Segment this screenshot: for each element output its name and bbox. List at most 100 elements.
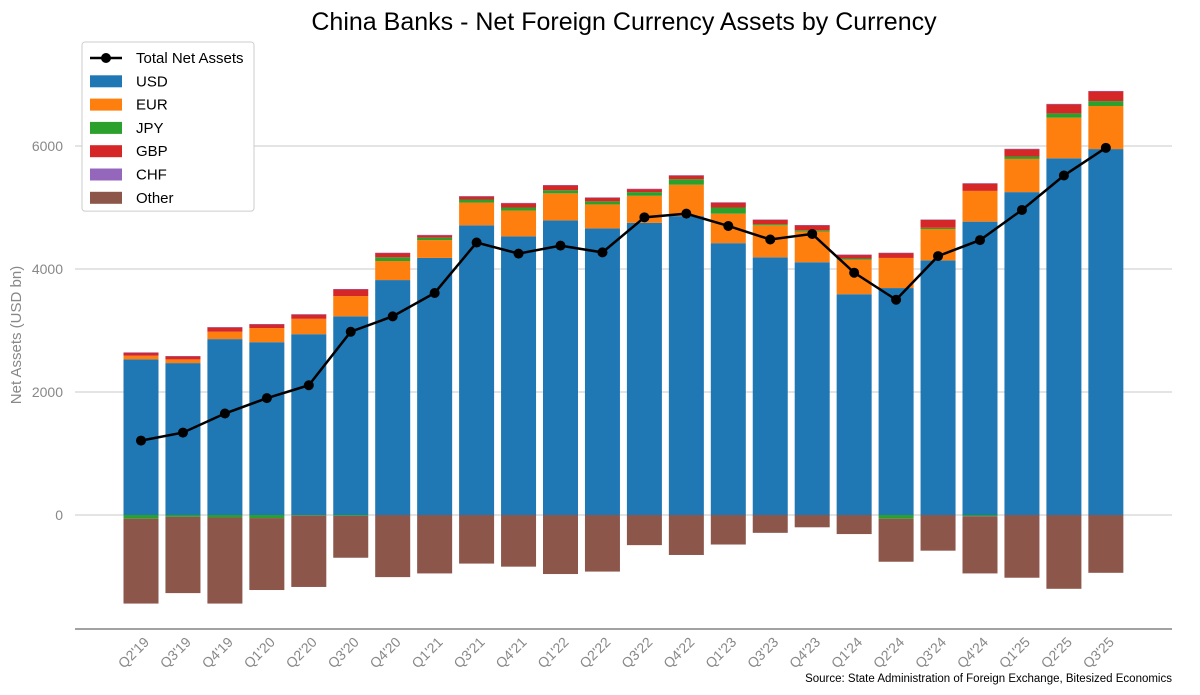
x-tick-label: Q3'19 xyxy=(157,634,195,672)
bar-eur-8 xyxy=(459,202,495,226)
bar-jpy-7 xyxy=(417,237,453,241)
bar-jpy-0 xyxy=(123,515,159,519)
bar-other-21 xyxy=(1004,515,1040,578)
bar-gbp-18 xyxy=(878,253,914,258)
bar-eur-10 xyxy=(543,193,578,221)
total-point-11 xyxy=(597,247,608,258)
total-point-5 xyxy=(345,326,356,337)
bar-gbp-8 xyxy=(459,196,495,200)
total-point-8 xyxy=(471,237,482,248)
x-tick-label: Q2'22 xyxy=(576,634,614,672)
bar-eur-21 xyxy=(1004,158,1040,193)
total-point-20 xyxy=(975,235,985,246)
y-tick-label: 6000 xyxy=(32,138,63,154)
legend: Total Net Assets USD EUR JPY GBP CHF Other xyxy=(81,41,255,212)
x-tick-label: Q2'19 xyxy=(115,634,153,672)
bar-jpy-19 xyxy=(920,227,956,230)
bar-eur-5 xyxy=(333,296,369,317)
bar-gbp-5 xyxy=(333,289,369,297)
total-point-0 xyxy=(136,435,146,446)
bar-chf-20 xyxy=(962,183,998,184)
bar-other-0 xyxy=(123,518,159,604)
total-point-17 xyxy=(849,267,860,278)
total-point-2 xyxy=(219,408,230,419)
bar-jpy-10 xyxy=(543,190,578,194)
bar-chf-12 xyxy=(626,188,662,190)
total-point-7 xyxy=(429,287,440,298)
bar-usd-9 xyxy=(501,236,537,515)
bar-other-12 xyxy=(626,515,662,546)
total-point-10 xyxy=(555,240,566,251)
bar-gbp-23 xyxy=(1088,91,1124,102)
bar-usd-15 xyxy=(752,257,788,515)
bar-chf-23 xyxy=(1088,90,1124,92)
bar-jpy-23 xyxy=(1088,101,1124,107)
legend-label: USD xyxy=(136,73,168,90)
legend-swatch-eur xyxy=(90,98,122,111)
bar-usd-5 xyxy=(333,316,369,515)
legend-swatch-other xyxy=(90,191,122,204)
total-point-9 xyxy=(513,248,524,259)
bar-gbp-14 xyxy=(710,202,746,208)
y-tick-label: 2000 xyxy=(32,384,63,400)
y-tick-label: 0 xyxy=(55,507,63,523)
bar-chf-15 xyxy=(752,219,788,220)
total-point-22 xyxy=(1058,170,1069,181)
bar-usd-10 xyxy=(543,220,578,516)
bar-gbp-12 xyxy=(626,189,662,193)
x-tick-label: Q1'20 xyxy=(241,634,279,672)
total-point-1 xyxy=(177,427,188,438)
bar-usd-20 xyxy=(962,221,998,515)
legend-label: JPY xyxy=(136,120,164,137)
bar-chf-21 xyxy=(1004,148,1040,150)
bar-chf-6 xyxy=(375,252,411,254)
bar-jpy-15 xyxy=(752,224,788,226)
x-tick-label: Q3'23 xyxy=(744,634,782,672)
bar-gbp-0 xyxy=(123,352,159,356)
bar-chf-19 xyxy=(920,219,956,220)
bar-jpy-2 xyxy=(207,515,243,518)
total-point-16 xyxy=(807,228,818,239)
total-point-12 xyxy=(639,212,650,223)
bar-gbp-15 xyxy=(752,219,788,225)
total-point-18 xyxy=(891,294,902,305)
bar-jpy-12 xyxy=(626,192,662,196)
bar-other-22 xyxy=(1046,515,1082,589)
bar-usd-23 xyxy=(1088,149,1124,515)
bar-chf-18 xyxy=(878,252,914,254)
bar-other-4 xyxy=(291,515,327,587)
total-point-3 xyxy=(261,393,272,404)
total-line-path xyxy=(140,146,1107,442)
bar-chf-3 xyxy=(249,324,285,325)
bar-usd-19 xyxy=(920,260,956,515)
y-axis-ticks: 0 2000 4000 6000 xyxy=(32,138,63,523)
total-point-14 xyxy=(723,220,734,231)
bar-other-13 xyxy=(668,515,704,555)
bar-eur-3 xyxy=(249,328,285,343)
bar-chf-4 xyxy=(291,314,327,315)
x-tick-label: Q2'24 xyxy=(870,634,908,672)
x-tick-label: Q4'20 xyxy=(366,634,404,672)
bar-chf-11 xyxy=(584,197,620,198)
bar-gbp-22 xyxy=(1046,104,1082,114)
bar-chf-14 xyxy=(710,202,746,203)
bar-other-14 xyxy=(710,515,746,545)
legend-swatch-chf xyxy=(90,168,122,181)
x-tick-label: Q3'24 xyxy=(912,634,950,672)
x-tick-label: Q1'25 xyxy=(996,634,1034,672)
bar-gbp-13 xyxy=(668,175,704,180)
bar-jpy-9 xyxy=(501,207,537,211)
legend-label: Total Net Assets xyxy=(136,50,244,67)
total-point-4 xyxy=(303,380,314,391)
y-axis-label: Net Assets (USD bn) xyxy=(8,266,25,404)
x-axis-ticks: Q2'19 Q3'19 Q4'19 Q1'20 Q2'20 Q3'20 Q4'20 Q1'21… xyxy=(115,634,1117,672)
bar-eur-20 xyxy=(962,190,998,222)
bar-chf-8 xyxy=(459,196,495,197)
total-point-21 xyxy=(1016,204,1027,215)
bar-jpy-17 xyxy=(836,258,872,260)
bar-eur-7 xyxy=(417,240,453,258)
bar-jpy-3 xyxy=(249,515,285,519)
bar-other-23 xyxy=(1088,515,1124,573)
bar-eur-23 xyxy=(1088,106,1124,150)
x-tick-label: Q1'23 xyxy=(702,634,740,672)
